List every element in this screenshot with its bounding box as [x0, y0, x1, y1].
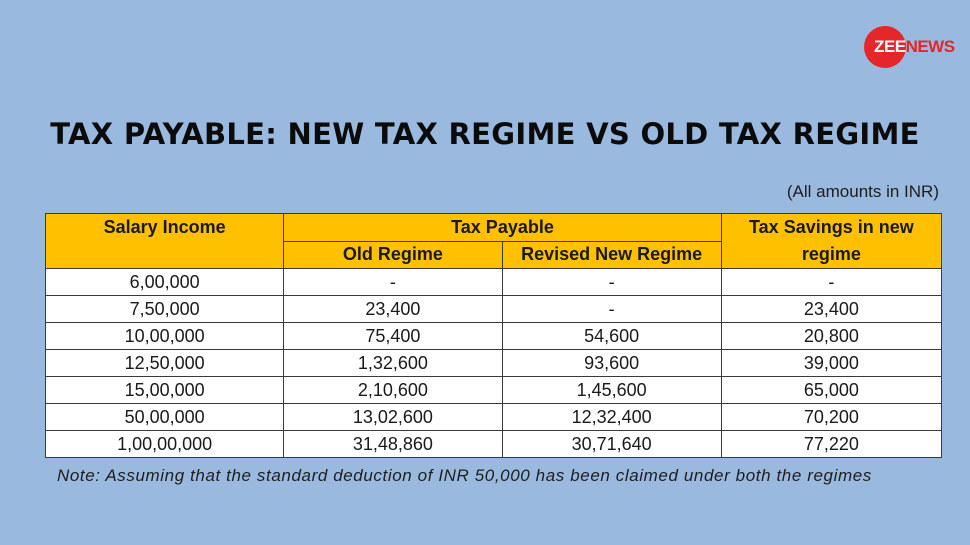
cell-savings: 20,800	[720, 322, 943, 350]
table-row: 10,00,000 75,400 54,600 20,800	[44, 322, 943, 350]
cell-old-regime: 31,48,860	[283, 430, 503, 458]
cell-new-regime: 93,600	[501, 349, 722, 377]
table-row: 50,00,000 13,02,600 12,32,400 70,200	[44, 403, 943, 431]
cell-new-regime: -	[501, 268, 722, 296]
cell-salary: 7,50,000	[44, 295, 285, 323]
cell-old-regime: -	[283, 268, 503, 296]
cell-salary: 10,00,000	[44, 322, 285, 350]
cell-salary: 15,00,000	[44, 376, 285, 404]
zee-news-logo: ZEENEWS	[864, 26, 970, 70]
cell-savings: -	[720, 268, 943, 296]
footnote: Note: Assuming that the standard deducti…	[57, 466, 872, 485]
cell-savings: 65,000	[720, 376, 943, 404]
cell-savings: 70,200	[720, 403, 943, 431]
cell-old-regime: 2,10,600	[283, 376, 503, 404]
logo-zee-text: ZEE	[874, 37, 906, 56]
cell-new-regime: 54,600	[501, 322, 722, 350]
table-row: 15,00,000 2,10,600 1,45,600 65,000	[44, 376, 943, 404]
header-salary-income: Salary Income	[44, 213, 285, 269]
cell-new-regime: 30,71,640	[501, 430, 722, 458]
logo-news-text: NEWS	[905, 37, 956, 56]
cell-savings: 23,400	[720, 295, 943, 323]
cell-old-regime: 13,02,600	[283, 403, 503, 431]
cell-salary: 12,50,000	[44, 349, 285, 377]
cell-old-regime: 75,400	[283, 322, 503, 350]
table-row: 7,50,000 23,400 - 23,400	[44, 295, 943, 323]
cell-new-regime: 12,32,400	[501, 403, 722, 431]
cell-savings: 77,220	[720, 430, 943, 458]
cell-salary: 6,00,000	[44, 268, 285, 296]
cell-new-regime: -	[501, 295, 722, 323]
cell-old-regime: 23,400	[283, 295, 503, 323]
cell-old-regime: 1,32,600	[283, 349, 503, 377]
tax-comparison-table: Salary Income Tax Payable Tax Savings in…	[44, 213, 943, 458]
cell-savings: 39,000	[720, 349, 943, 377]
page-title: TAX PAYABLE: NEW TAX REGIME VS OLD TAX R…	[50, 117, 920, 151]
logo-circle-icon	[864, 26, 906, 68]
cell-salary: 1,00,00,000	[44, 430, 285, 458]
table-row: 1,00,00,000 31,48,860 30,71,640 77,220	[44, 430, 943, 458]
table-row: 12,50,000 1,32,600 93,600 39,000	[44, 349, 943, 377]
cell-new-regime: 1,45,600	[501, 376, 722, 404]
header-old-regime: Old Regime	[283, 240, 503, 269]
unit-note: (All amounts in INR)	[786, 182, 939, 201]
table-row: 6,00,000 - - -	[44, 268, 943, 296]
header-tax-payable: Tax Payable	[283, 213, 722, 242]
header-revised-new-regime: Revised New Regime	[501, 240, 722, 269]
header-tax-savings: Tax Savings in new regime	[720, 213, 943, 269]
cell-salary: 50,00,000	[44, 403, 285, 431]
